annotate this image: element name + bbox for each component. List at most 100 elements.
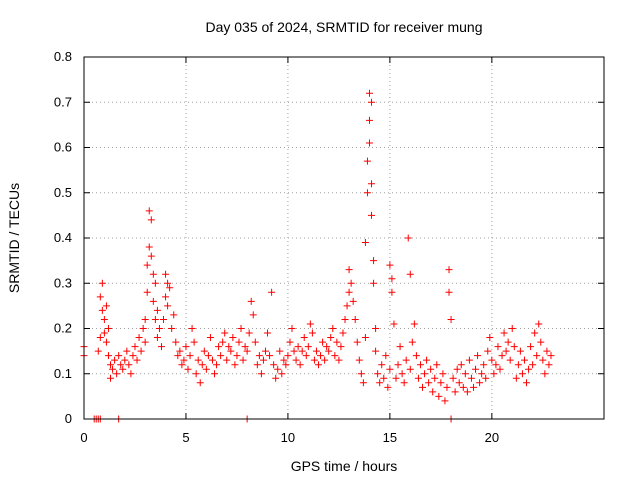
data-point — [261, 347, 269, 355]
data-point — [506, 356, 514, 364]
data-point — [376, 379, 384, 387]
data-point — [184, 365, 192, 373]
data-point — [406, 270, 414, 278]
data-point — [190, 338, 198, 346]
data-point — [306, 320, 314, 328]
data-point — [355, 356, 363, 364]
data-point — [345, 266, 353, 274]
data-point — [382, 352, 390, 360]
data-point — [239, 356, 247, 364]
data-point — [170, 311, 178, 319]
data-point — [96, 293, 104, 301]
data-point — [149, 297, 157, 305]
data-point — [523, 379, 531, 387]
data-point — [302, 352, 310, 360]
data-point — [425, 379, 433, 387]
data-point — [514, 361, 522, 369]
data-point — [331, 352, 339, 360]
data-point — [219, 338, 227, 346]
data-point — [394, 361, 402, 369]
data-point — [129, 352, 137, 360]
data-point — [447, 315, 455, 323]
data-point — [166, 284, 174, 292]
data-point — [512, 374, 520, 382]
data-point — [255, 352, 263, 360]
data-point — [384, 383, 392, 391]
data-point — [347, 279, 355, 287]
data-point — [145, 207, 153, 215]
data-point — [500, 329, 508, 337]
data-point — [423, 356, 431, 364]
data-point — [237, 325, 245, 332]
data-point — [119, 365, 127, 373]
data-point — [408, 338, 416, 346]
data-point — [135, 334, 143, 342]
data-point — [459, 383, 467, 391]
data-point — [525, 365, 533, 373]
data-point — [363, 157, 371, 165]
data-point — [510, 343, 518, 351]
data-point — [406, 365, 414, 373]
data-point — [317, 352, 325, 360]
data-point — [437, 379, 445, 387]
data-point — [380, 374, 388, 382]
data-point — [225, 343, 233, 351]
data-point — [349, 297, 357, 305]
y-tick-label: 0.6 — [54, 140, 72, 155]
data-point — [160, 315, 168, 323]
data-point — [388, 275, 396, 283]
data-point — [198, 361, 206, 369]
chart-title: Day 035 of 2024, SRMTID for receiver mun… — [205, 19, 482, 35]
data-point — [202, 365, 210, 373]
data-point — [455, 379, 463, 387]
data-point — [433, 361, 441, 369]
data-point — [123, 347, 131, 355]
data-point — [286, 338, 294, 346]
data-point — [494, 343, 502, 351]
data-point — [508, 325, 516, 332]
data-point — [149, 270, 157, 278]
data-point — [445, 266, 453, 274]
data-point — [365, 89, 373, 97]
data-point — [474, 352, 482, 360]
data-point — [121, 356, 129, 364]
x-axis-label: GPS time / hours — [291, 458, 398, 474]
data-point — [329, 325, 337, 332]
data-point — [98, 306, 106, 314]
data-point — [431, 374, 439, 382]
data-point — [298, 347, 306, 355]
data-point — [488, 356, 496, 364]
data-point — [296, 361, 304, 369]
data-point — [282, 361, 290, 369]
data-point — [109, 365, 117, 373]
data-point — [284, 352, 292, 360]
data-point — [492, 361, 500, 369]
data-point — [270, 361, 278, 369]
data-point — [365, 116, 373, 124]
tick-layer: 0 0.1 0.2 0.3 0.4 0.5 0.6 0.7 0.8 0 5 10 15 20 — [54, 49, 604, 445]
data-point — [410, 320, 418, 328]
data-point — [221, 329, 229, 337]
data-point — [533, 352, 541, 360]
data-point — [288, 325, 296, 332]
data-point — [390, 320, 398, 328]
data-point — [323, 343, 331, 351]
grid-layer — [84, 57, 604, 419]
data-point — [398, 370, 406, 378]
data-point — [319, 338, 327, 346]
data-point — [504, 338, 512, 346]
data-point — [196, 379, 204, 387]
data-point — [276, 347, 284, 355]
data-point — [457, 361, 465, 369]
data-point — [498, 352, 506, 360]
x-tick-label: 15 — [383, 430, 397, 445]
data-point — [176, 347, 184, 355]
data-point — [341, 315, 349, 323]
data-point — [107, 361, 115, 369]
data-point — [449, 374, 457, 382]
data-point — [131, 343, 139, 351]
data-point — [414, 374, 422, 382]
data-point — [153, 306, 161, 314]
data-point — [321, 356, 329, 364]
